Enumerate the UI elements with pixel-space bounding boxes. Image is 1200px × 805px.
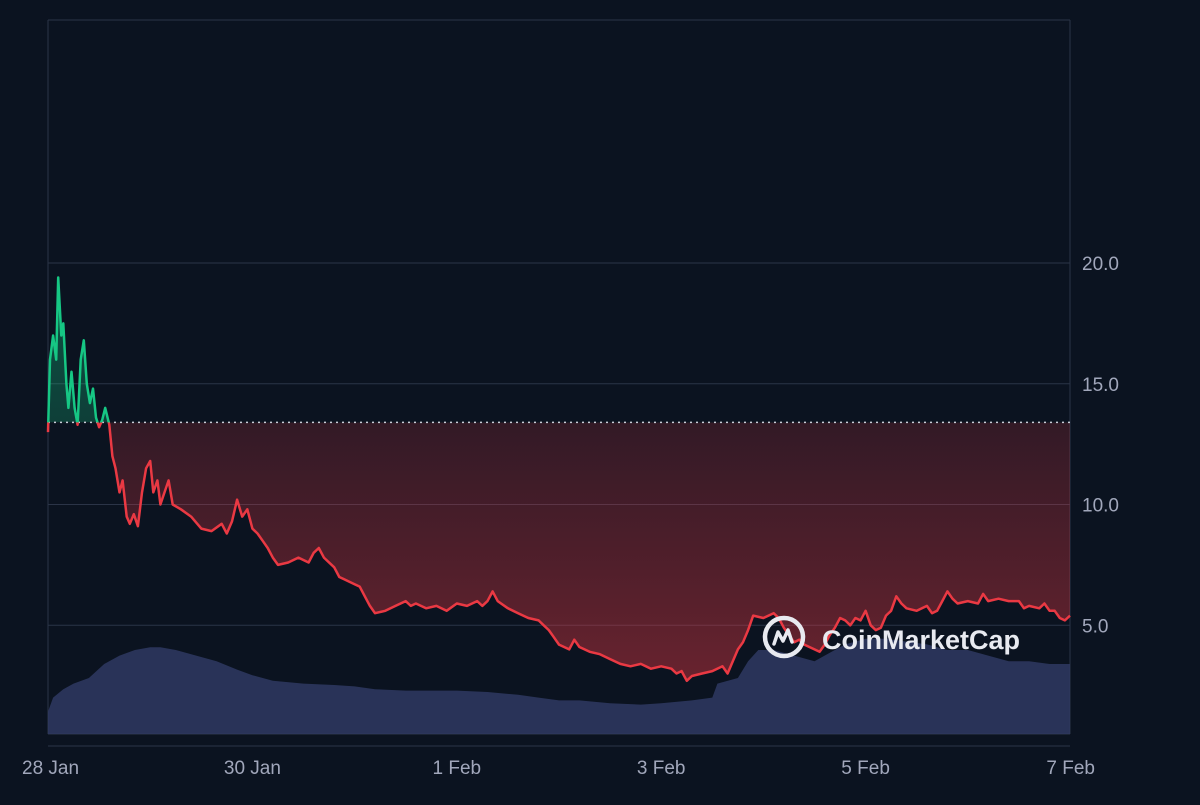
x-tick-label: 3 Feb bbox=[637, 758, 686, 779]
y-tick-label: 10.0 bbox=[1082, 496, 1119, 517]
price-line-down[interactable] bbox=[46, 278, 1071, 683]
x-tick-label: 5 Feb bbox=[841, 758, 890, 779]
x-tick-label: 28 Jan bbox=[22, 758, 79, 779]
x-tick-label: 30 Jan bbox=[224, 758, 281, 779]
volume-area bbox=[48, 638, 1070, 734]
volume-series bbox=[48, 638, 1070, 734]
y-tick-label: 5.0 bbox=[1082, 616, 1108, 637]
y-axis: 5.0 10.0 15.0 20.0 bbox=[1082, 254, 1119, 637]
x-tick-label: 7 Feb bbox=[1046, 758, 1095, 779]
y-tick-label: 20.0 bbox=[1082, 254, 1119, 275]
watermark-text: CoinMarketCap bbox=[822, 625, 1020, 655]
price-fill-below bbox=[48, 422, 1070, 681]
coinmarketcap-watermark: CoinMarketCap bbox=[762, 615, 1020, 659]
y-tick-label: 15.0 bbox=[1082, 375, 1119, 396]
x-tick-label: 1 Feb bbox=[433, 758, 482, 779]
coinmarketcap-logo-icon bbox=[762, 615, 806, 659]
price-area-fill bbox=[48, 277, 1070, 681]
price-line[interactable] bbox=[46, 276, 1071, 683]
x-axis: 28 Jan 30 Jan 1 Feb 3 Feb 5 Feb 7 Feb bbox=[22, 758, 1095, 779]
